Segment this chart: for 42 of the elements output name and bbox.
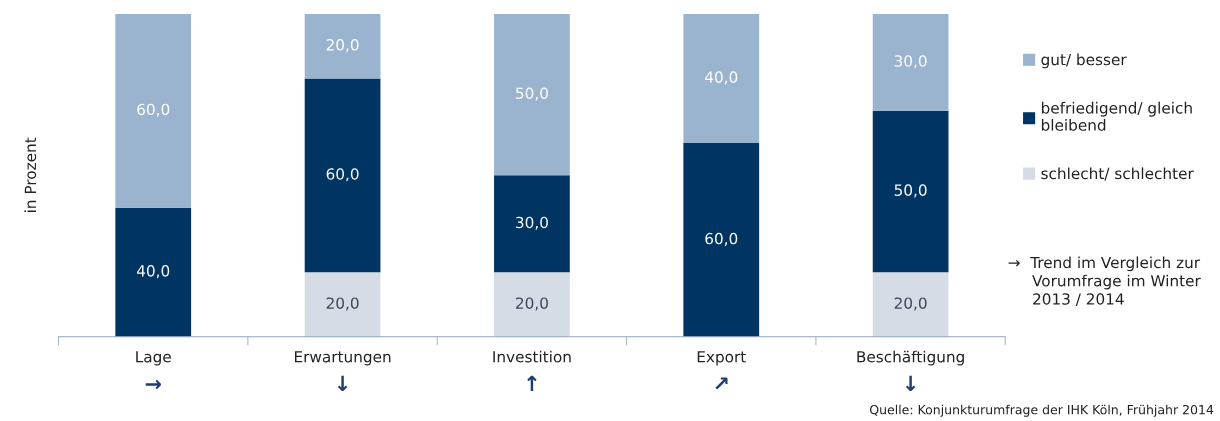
bar: [115, 13, 192, 208]
data-label: 20,0: [516, 297, 548, 311]
data-label: 20,0: [326, 297, 359, 311]
bar: [494, 13, 570, 176]
bar: [115, 207, 192, 337]
data-label: 50,0: [516, 87, 548, 101]
data-label: 40,0: [705, 71, 738, 85]
data-label: 30,0: [894, 55, 927, 69]
data-label: 40,0: [136, 265, 170, 279]
data-label: 60,0: [326, 168, 359, 182]
x-tick-label: Lage: [136, 351, 171, 366]
data-label: 20,0: [326, 39, 359, 53]
text: ↗: [715, 377, 728, 390]
text: → Trend im Vergleich zur Vorumfrage im Winter 2013 / 2014: [1008, 256, 1201, 306]
data-label: 60,0: [705, 232, 738, 246]
bar: [683, 143, 760, 337]
x-tick-label: Beschäftigung: [857, 350, 964, 366]
bar: [494, 272, 570, 337]
x-tick-label: Export: [697, 351, 746, 366]
text: ↓: [337, 375, 348, 392]
bar: [872, 110, 949, 273]
text: ↓: [905, 375, 916, 392]
data-label: 60,0: [137, 103, 170, 117]
text: ↑: [527, 375, 537, 391]
legend-label: befriedigend/ gleich bleibend: [1041, 101, 1192, 131]
x-tick-label: Erwartungen: [294, 351, 391, 366]
data-label: 30,0: [516, 216, 548, 230]
source-note: Quelle: Konjunkturumfrage der IHK Köln, Frühjahr 2014: [869, 404, 1214, 417]
data-label: 50,0: [894, 184, 927, 198]
bar: [304, 78, 381, 273]
data-label: 20,0: [894, 297, 927, 311]
legend-label: gut/ besser: [1041, 53, 1127, 69]
bar: [304, 13, 381, 79]
y-axis-title: in Prozent: [24, 137, 37, 212]
text: →: [145, 379, 161, 390]
bar: [872, 13, 949, 111]
bar: [872, 272, 949, 337]
x-tick-label: Investition: [493, 350, 571, 363]
legend-label: schlecht/ schlechter: [1041, 167, 1194, 181]
bar: [304, 272, 381, 337]
bar: [683, 13, 760, 144]
bar: [494, 175, 570, 273]
